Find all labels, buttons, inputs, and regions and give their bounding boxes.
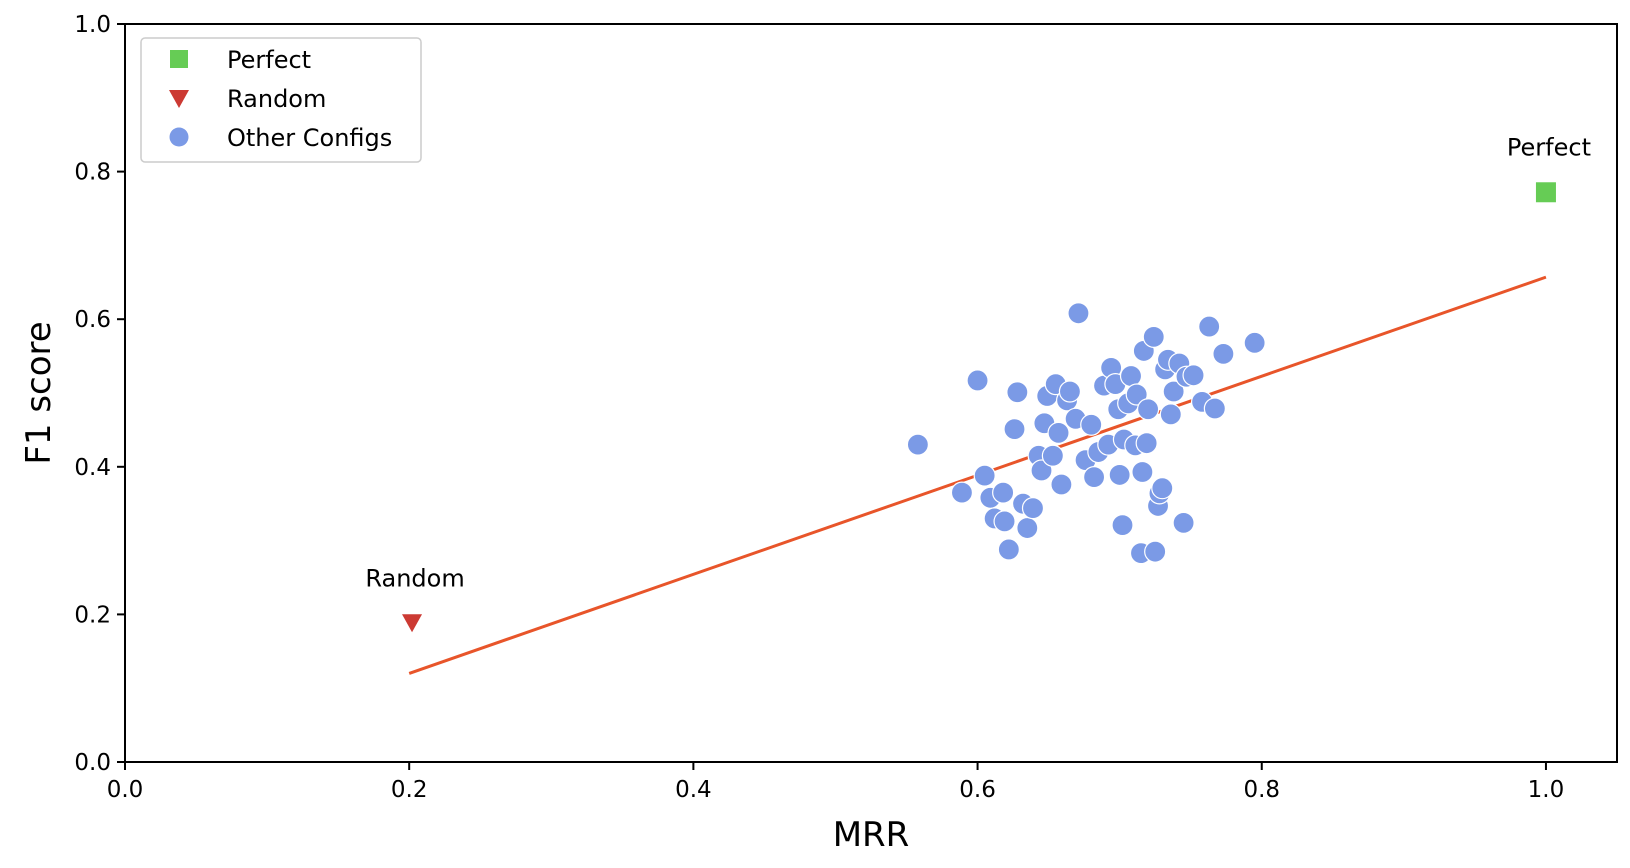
other-config-point xyxy=(1131,460,1154,484)
y-axis-ticks: 0.0 0.2 0.4 0.6 0.8 1.0 xyxy=(74,12,125,776)
other-config-point xyxy=(1080,413,1103,436)
other-config-point xyxy=(1142,325,1165,349)
other-config-point xyxy=(1203,397,1226,420)
other-config-point xyxy=(997,538,1020,561)
x-tick-label: 0.0 xyxy=(107,777,144,803)
other-config-point xyxy=(1021,497,1045,520)
y-axis-title: F1 score xyxy=(19,321,59,464)
legend-frame xyxy=(140,37,422,163)
other-config-point xyxy=(906,433,929,456)
legend: Perfect Random Other Configs xyxy=(140,37,422,163)
other-config-point xyxy=(1016,516,1039,540)
legend-perfect-marker xyxy=(170,50,188,68)
x-tick-label: 0.2 xyxy=(391,777,428,803)
other-config-point xyxy=(992,481,1015,504)
annotation-label: Random xyxy=(365,564,464,592)
y-tick-label: 0.8 xyxy=(74,160,111,186)
other-config-point xyxy=(1030,459,1053,482)
other-config-point xyxy=(1151,477,1174,500)
legend-other-configs-marker xyxy=(169,127,189,147)
x-tick-label: 1.0 xyxy=(1528,777,1565,803)
y-tick-label: 0.6 xyxy=(74,307,111,333)
data-points xyxy=(402,182,1556,633)
other-config-point xyxy=(973,464,996,487)
other-config-point xyxy=(1159,403,1182,426)
annotation-label: Perfect xyxy=(1507,133,1591,161)
other-config-point xyxy=(1135,432,1158,455)
x-tick-label: 0.6 xyxy=(959,777,996,803)
other-config-point xyxy=(1082,466,1106,489)
other-config-point xyxy=(1006,381,1029,404)
annotations: Perfect Random xyxy=(365,133,1591,592)
y-tick-label: 0.2 xyxy=(74,602,111,628)
other-config-point xyxy=(1047,421,1070,444)
y-tick-label: 1.0 xyxy=(74,12,111,38)
legend-random-label: Random xyxy=(227,85,326,113)
other-config-point xyxy=(1058,380,1082,403)
other-config-point xyxy=(1182,364,1205,387)
other-config-point xyxy=(1125,383,1148,406)
plot-frame xyxy=(124,23,1618,763)
x-tick-label: 0.8 xyxy=(1243,777,1280,803)
y-tick-label: 0.4 xyxy=(74,455,111,481)
other-config-point xyxy=(1172,511,1195,534)
other-config-point xyxy=(1108,463,1131,487)
other-config-point xyxy=(1067,302,1090,325)
other-config-point xyxy=(1041,444,1064,467)
legend-other-configs-label: Other Configs xyxy=(227,124,392,152)
other-config-point xyxy=(1198,315,1221,338)
perfect-point xyxy=(1535,182,1556,203)
other-config-point xyxy=(966,369,989,392)
x-axis-title: MRR xyxy=(833,815,910,855)
other-config-point xyxy=(1136,398,1160,421)
other-config-point xyxy=(993,510,1016,533)
other-config-point xyxy=(1243,331,1266,354)
other-config-point xyxy=(1119,364,1143,388)
other-config-point xyxy=(1111,514,1134,537)
legend-perfect-label: Perfect xyxy=(227,46,311,74)
other-config-point xyxy=(1050,473,1073,496)
x-axis-ticks: 0.0 0.2 0.4 0.6 0.8 1.0 xyxy=(107,762,1565,803)
other-config-point xyxy=(1162,380,1185,403)
x-tick-label: 0.4 xyxy=(675,777,712,803)
random-point xyxy=(402,614,423,633)
other-config-point xyxy=(950,481,974,504)
other-config-point xyxy=(1003,418,1026,441)
y-tick-label: 0.0 xyxy=(74,750,111,776)
other-config-point xyxy=(1144,540,1167,563)
other-config-point xyxy=(1212,342,1235,365)
legend-random-marker xyxy=(169,90,189,108)
